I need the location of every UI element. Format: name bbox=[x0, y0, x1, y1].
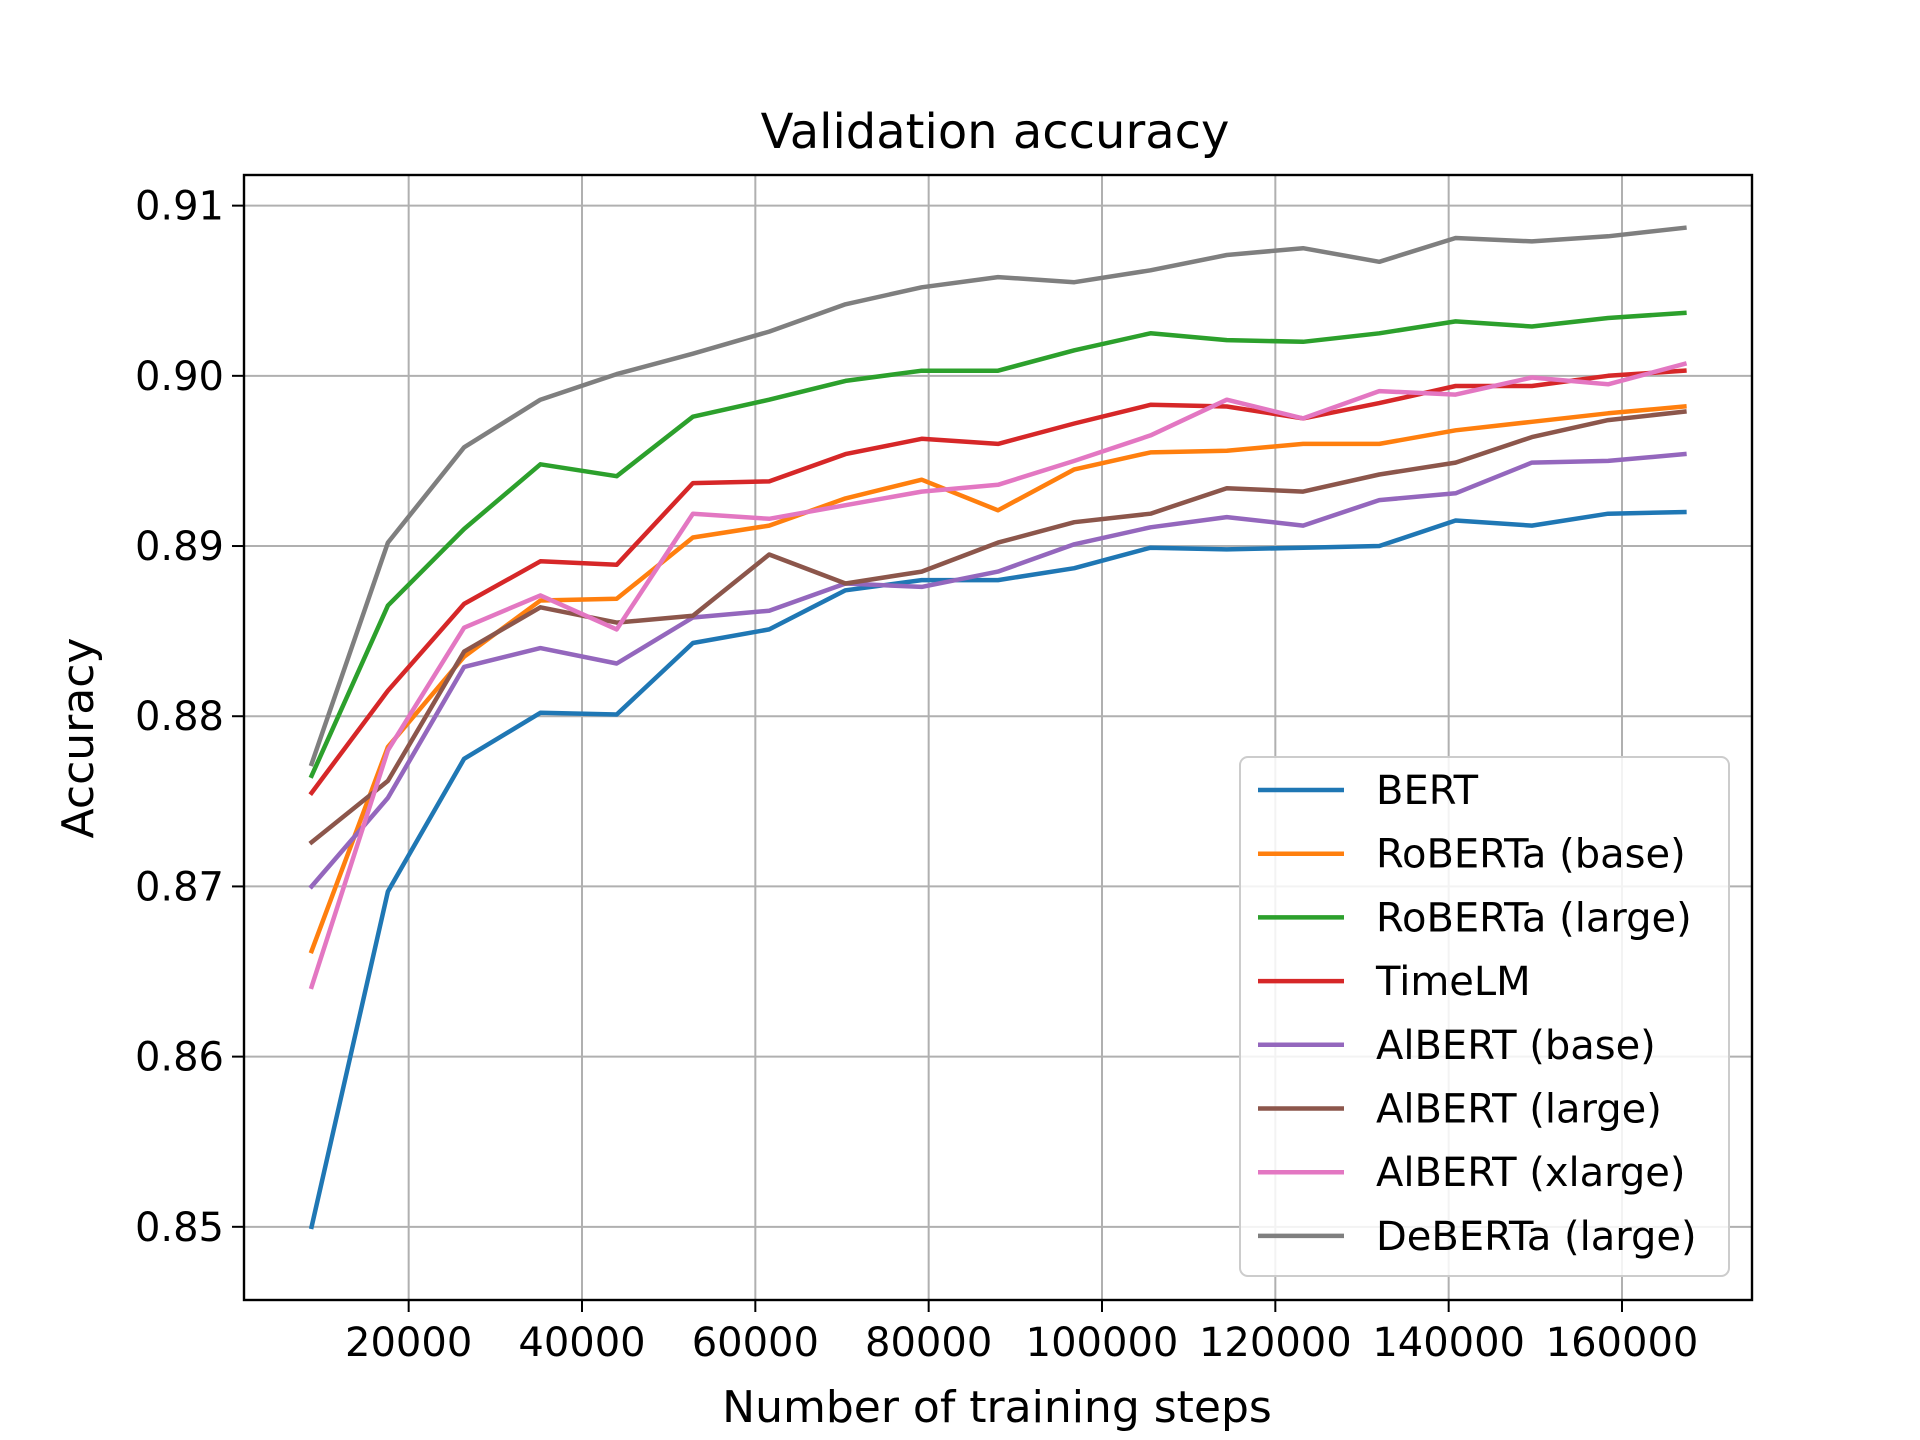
x-tick-label: 20000 bbox=[345, 1320, 472, 1366]
legend-label-timelm: TimeLM bbox=[1375, 959, 1531, 1005]
legend-label-bert: BERT bbox=[1376, 768, 1479, 814]
legend-label-roberta-base: RoBERTa (base) bbox=[1376, 832, 1686, 878]
y-tick-label: 0.90 bbox=[135, 354, 224, 400]
legend: BERT RoBERTa (base) RoBERTa (large) TimeLM A… bbox=[1239, 756, 1730, 1277]
series-line-roberta-large bbox=[308, 310, 1687, 779]
y-tick-label: 0.87 bbox=[135, 864, 224, 910]
series-line-albert-xlarge bbox=[308, 361, 1688, 990]
x-tick-label: 40000 bbox=[518, 1320, 645, 1366]
series-line-bert bbox=[308, 509, 1687, 1230]
x-axis-title: Number of training steps bbox=[722, 1382, 1272, 1433]
legend-label-roberta-large: RoBERTa (large) bbox=[1376, 895, 1692, 941]
y-tick-label: 0.89 bbox=[135, 524, 224, 570]
legend-label-deberta-large: DeBERTa (large) bbox=[1376, 1214, 1697, 1260]
x-tick-label: 80000 bbox=[865, 1320, 992, 1366]
series-line-roberta-base bbox=[308, 404, 1687, 954]
y-tick-label: 0.88 bbox=[135, 694, 224, 740]
x-axis-ticks: 20000 40000 60000 80000 100000 120000 140000 16… bbox=[345, 1300, 1698, 1366]
y-tick-label: 0.86 bbox=[135, 1035, 224, 1081]
legend-label-albert-base: AlBERT (base) bbox=[1376, 1023, 1656, 1069]
y-tick-label: 0.85 bbox=[135, 1205, 224, 1251]
series-line-deberta-large bbox=[308, 225, 1687, 767]
y-tick-label: 0.91 bbox=[135, 184, 224, 230]
series-line-timelm bbox=[308, 368, 1687, 796]
series-lines bbox=[308, 225, 1688, 1230]
plot-frame bbox=[242, 173, 1754, 1302]
y-axis-ticks: 0.85 0.86 0.87 0.88 0.89 0.90 0.91 bbox=[135, 184, 244, 1251]
y-axis-title: Accuracy bbox=[53, 638, 104, 839]
legend-box bbox=[1239, 756, 1730, 1277]
x-tick-label: 140000 bbox=[1372, 1320, 1525, 1366]
x-tick-label: 100000 bbox=[1026, 1320, 1179, 1366]
chart-title: Validation accuracy bbox=[761, 104, 1230, 160]
legend-label-albert-large: AlBERT (large) bbox=[1376, 1087, 1662, 1133]
x-tick-label: 160000 bbox=[1546, 1320, 1699, 1366]
series-line-albert-large bbox=[308, 409, 1687, 846]
x-tick-label: 60000 bbox=[692, 1320, 819, 1366]
x-tick-label: 120000 bbox=[1199, 1320, 1352, 1366]
series-line-albert-base bbox=[308, 451, 1687, 890]
legend-label-albert-xlarge: AlBERT (xlarge) bbox=[1376, 1150, 1685, 1196]
